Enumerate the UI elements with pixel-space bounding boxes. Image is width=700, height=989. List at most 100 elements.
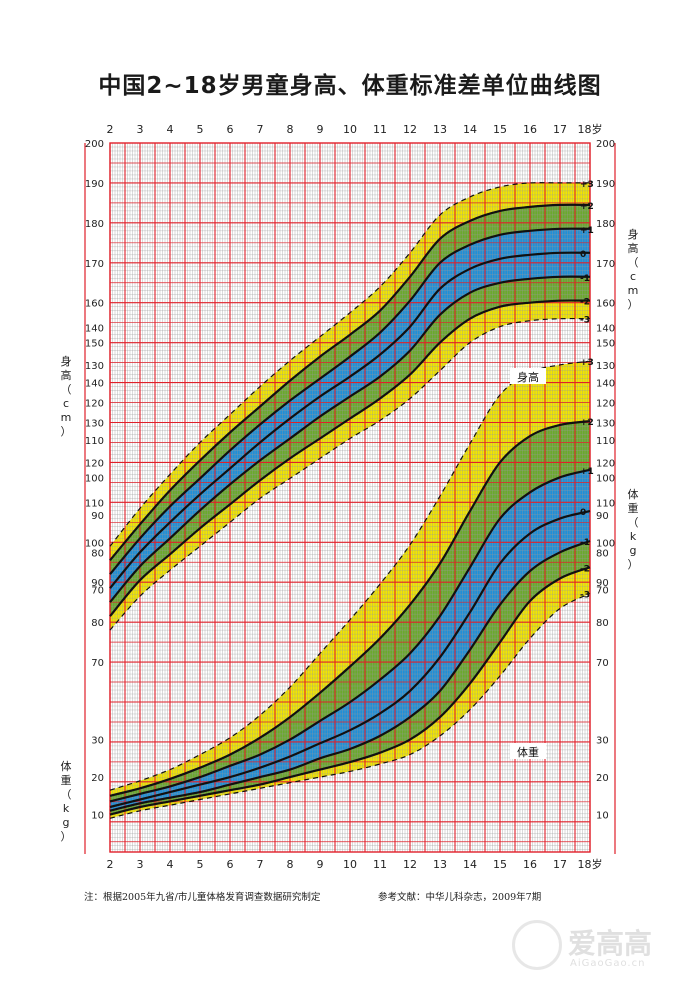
height-y-tick-right: 110 <box>596 498 615 509</box>
x-tick-label-bottom: 14 <box>463 858 477 871</box>
height-y-tick-right: 170 <box>596 259 615 270</box>
height-y-tick-right: 100 <box>596 538 615 549</box>
x-tick-label-bottom: 16 <box>523 858 537 871</box>
height-y-tick-left: 70 <box>91 658 104 669</box>
weight-y-tick-left: 80 <box>91 548 104 559</box>
x-tick-label-top: 4 <box>167 123 174 136</box>
x-tick-label-top: 3 <box>137 123 144 136</box>
x-tick-label-top: 13 <box>433 123 447 136</box>
weight-band-2 <box>110 511 590 811</box>
weight-y-tick-left: 130 <box>85 361 104 372</box>
x-tick-label-bottom: 4 <box>167 858 174 871</box>
height-axis-title-left-char: 身 <box>61 354 72 368</box>
x-tick-label-top: 11 <box>373 123 387 136</box>
footnote-reference: 参考文献：中华儿科杂志，2009年7期 <box>378 892 542 903</box>
height-curve-label: -1 <box>580 274 590 284</box>
weight-curve-0 <box>109 510 591 809</box>
weight-y-tick-right: 10 <box>596 811 609 822</box>
weight-y-tick-right: 110 <box>596 436 615 447</box>
height-y-tick-left: 140 <box>85 379 104 390</box>
weight-curve--1 <box>109 539 591 812</box>
x-tick-label-top: 14 <box>463 123 477 136</box>
weight-y-tick-right: 20 <box>596 773 609 784</box>
weight-y-tick-left: 90 <box>91 511 104 522</box>
footnote-source: 注：根据2005年九省/市儿童体格发育调查数据研究制定 <box>84 892 321 903</box>
x-tick-label-bottom: 5 <box>197 858 204 871</box>
x-tick-label-top: 5 <box>197 123 204 136</box>
weight-curve-+3 <box>109 360 591 791</box>
weight-axis-title-right-char: ） <box>628 558 639 571</box>
height-y-tick-left: 150 <box>85 339 104 350</box>
watermark-site: AiGaoGao.cn <box>570 958 646 969</box>
plot-frame <box>109 142 591 853</box>
weight-panel-label-bg <box>510 743 546 759</box>
height-y-tick-left: 200 <box>85 139 104 150</box>
weight-band-3 <box>110 469 590 807</box>
height-y-tick-right: 190 <box>596 179 615 190</box>
x-tick-label-top: 16 <box>523 123 537 136</box>
height-axis-title-left-char: c <box>63 397 69 410</box>
weight-curve--3 <box>109 592 591 819</box>
height-y-tick-right: 140 <box>596 379 615 390</box>
x-tick-label-bottom: 17 <box>553 858 567 871</box>
watermark: 爱高高 AiGaoGao.cn <box>512 912 692 982</box>
x-tick-label-bottom: 15 <box>493 858 507 871</box>
weight-axis-title-right-char: （ <box>628 516 639 529</box>
height-curve-+1 <box>109 227 591 575</box>
weight-axis-title-left-char: k <box>63 802 70 815</box>
weight-curve-label: -1 <box>580 538 590 548</box>
weight-curve--2 <box>109 566 591 816</box>
height-y-tick-left: 190 <box>85 179 104 190</box>
x-tick-label-bottom: 3 <box>137 858 144 871</box>
height-y-tick-right: 70 <box>596 658 609 669</box>
height-y-tick-right: 90 <box>596 578 609 589</box>
x-tick-label-top: 17 <box>553 123 567 136</box>
x-tick-label-top: 8 <box>287 123 294 136</box>
weight-axis-title-left: 体重（kg） <box>61 759 72 843</box>
weight-y-tick-right: 100 <box>596 473 615 484</box>
x-tick-label-bottom: 11 <box>373 858 387 871</box>
weight-curve-+1 <box>109 468 591 803</box>
x-tick-label-bottom: 7 <box>257 858 264 871</box>
weight-panel-label: 体重 <box>517 745 539 759</box>
height-y-tick-right: 130 <box>596 419 615 430</box>
weight-curve-+2 <box>109 420 591 797</box>
height-panel-label: 身高 <box>517 370 539 384</box>
weight-axis-title-right-char: 体 <box>628 487 639 501</box>
height-curve-label: +2 <box>580 202 594 212</box>
weight-curve-label: 0 <box>580 508 586 518</box>
x-tick-label-bottom: 10 <box>343 858 357 871</box>
height-y-tick-right: 150 <box>596 339 615 350</box>
weight-axis-title-right-char: k <box>630 530 637 543</box>
height-curve-label: +3 <box>580 180 594 190</box>
weight-curve-label: -3 <box>580 590 590 600</box>
weight-axis-title-right: 体重（kg） <box>628 487 639 571</box>
height-y-tick-left: 120 <box>85 458 104 469</box>
weight-axis-title-left-char: 重 <box>61 773 72 787</box>
weight-y-tick-left: 110 <box>85 436 104 447</box>
watermark-brand: 爱高高 <box>568 927 653 960</box>
weight-axis-title-left-char: （ <box>61 788 72 801</box>
weight-y-tick-right: 140 <box>596 323 615 334</box>
height-axis-title-left: 身高（cm） <box>61 354 72 438</box>
height-curve-+2 <box>109 203 591 562</box>
weight-y-tick-left: 120 <box>85 398 104 409</box>
height-axis-title-left-char: 高 <box>61 368 72 382</box>
x-tick-label-bottom: 12 <box>403 858 417 871</box>
height-y-tick-left: 110 <box>85 498 104 509</box>
height-curve-label: -2 <box>580 298 590 308</box>
height-curve-label: 0 <box>580 250 586 260</box>
weight-y-tick-left: 70 <box>91 586 104 597</box>
x-tick-label-top: 7 <box>257 123 264 136</box>
x-tick-label-bottom: 8 <box>287 858 294 871</box>
weight-curve-label: -2 <box>580 564 590 574</box>
height-y-tick-right: 160 <box>596 299 615 310</box>
chart-grid <box>84 142 616 854</box>
x-tick-label-bottom: 13 <box>433 858 447 871</box>
height-y-tick-left: 90 <box>91 578 104 589</box>
height-axis-title-left-char: （ <box>61 383 72 396</box>
x-tick-label-bottom: 9 <box>317 858 324 871</box>
height-y-tick-right: 80 <box>596 618 609 629</box>
weight-axis-title-left-char: g <box>63 816 70 829</box>
height-curve-label: -3 <box>580 316 590 326</box>
